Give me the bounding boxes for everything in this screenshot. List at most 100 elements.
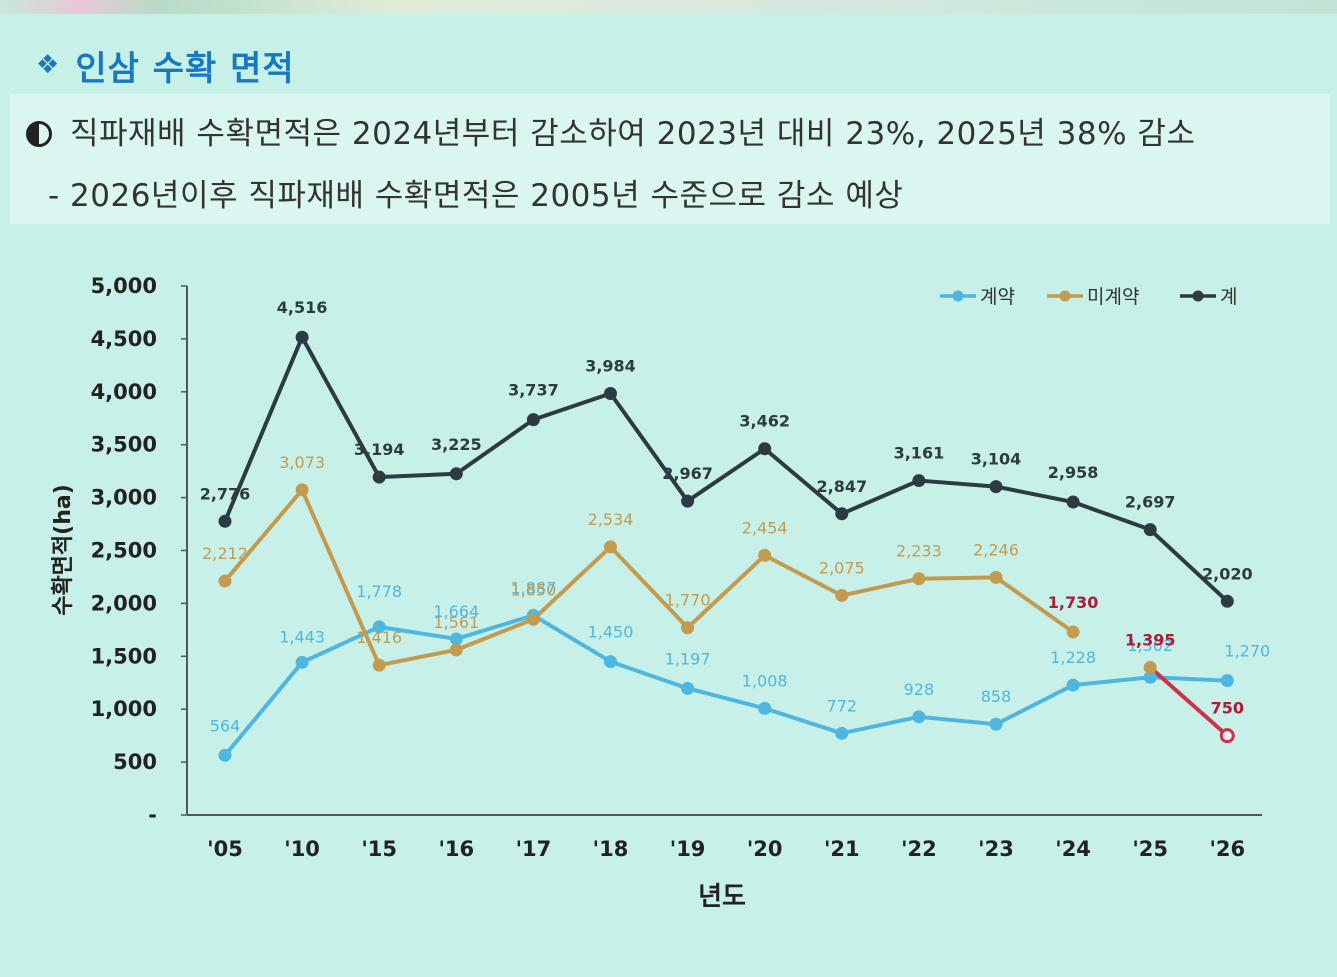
data-label-noncontract: 2,212 bbox=[202, 544, 248, 563]
data-point-contract bbox=[1066, 678, 1080, 692]
data-point-contract bbox=[1143, 670, 1157, 684]
data-point-contract bbox=[835, 726, 849, 740]
data-label-contract: 1,778 bbox=[356, 582, 402, 601]
data-label-total: 3,104 bbox=[971, 450, 1022, 469]
data-label-contract: 564 bbox=[210, 716, 241, 735]
title-row: ❖ 인삼 수확 면적 bbox=[36, 40, 295, 90]
data-point-noncontract bbox=[1066, 625, 1080, 639]
data-point-total bbox=[912, 474, 926, 488]
y-tick-label: 1,000 bbox=[91, 697, 157, 721]
data-point-noncontract bbox=[218, 574, 232, 588]
data-label-total: 2,967 bbox=[662, 464, 713, 483]
data-label-noncontract: 2,454 bbox=[742, 518, 788, 537]
y-tick-label: 3,000 bbox=[91, 486, 157, 510]
data-point-contract bbox=[218, 748, 232, 762]
y-tick-label: 4,000 bbox=[91, 380, 157, 404]
data-label-contract: 928 bbox=[904, 680, 935, 699]
data-point-contract bbox=[604, 655, 617, 669]
data-label-contract: 1,450 bbox=[588, 623, 634, 642]
data-label-noncontract: 2,534 bbox=[588, 510, 634, 529]
x-tick-label: '20 bbox=[747, 837, 783, 861]
data-point-noncontract bbox=[295, 483, 309, 497]
y-tick-label: 5,000 bbox=[91, 274, 157, 298]
diamond-cluster-icon: ❖ bbox=[36, 50, 60, 80]
data-point-noncontract bbox=[526, 612, 540, 626]
series-forecast-line-noncontract bbox=[1148, 665, 1229, 738]
data-point-total bbox=[835, 507, 849, 521]
y-tick-label: 2,000 bbox=[91, 591, 157, 615]
data-point-total bbox=[1066, 495, 1080, 509]
data-label-noncontract: 2,246 bbox=[973, 540, 1019, 559]
data-point-noncontract bbox=[912, 572, 926, 586]
legend-marker-total bbox=[1192, 290, 1204, 302]
x-tick-label: '26 bbox=[1209, 837, 1245, 861]
data-label-total: 3,161 bbox=[894, 444, 945, 463]
data-point-noncontract bbox=[1143, 660, 1157, 674]
chart-data-labels: 564 1,443 1,778 1,664 1,887 1,450 1,197 1,008 77… bbox=[200, 298, 1271, 735]
data-label-contract: 1,270 bbox=[1224, 642, 1270, 661]
data-label-total: 3,737 bbox=[508, 381, 559, 400]
x-tick-label: '24 bbox=[1055, 837, 1091, 861]
data-point-total bbox=[1143, 523, 1157, 537]
series-line-total bbox=[223, 335, 1229, 603]
data-point-contract bbox=[989, 717, 1003, 731]
data-point-total bbox=[681, 494, 695, 508]
y-tick-label: 1,500 bbox=[91, 644, 157, 668]
legend-label-noncontract: 미계약 bbox=[1087, 286, 1139, 308]
legend-marker-noncontract bbox=[1059, 290, 1071, 302]
note-line-1-text: 직파재배 수확면적은 2024년부터 감소하여 2023년 대비 23%, 20… bbox=[70, 116, 1196, 152]
data-label-total: 4,516 bbox=[277, 298, 328, 317]
page-title: 인삼 수확 면적 bbox=[75, 48, 295, 89]
data-label-contract: 1,887 bbox=[510, 578, 556, 597]
chart-axes: - 500 1,000 1,500 2,000 2,500 3,000 3,500 4,000 4… bbox=[51, 274, 1262, 912]
x-tick-label: '22 bbox=[901, 837, 937, 861]
data-label-contract: 1,197 bbox=[665, 649, 711, 668]
chart-lines bbox=[223, 335, 1229, 757]
x-tick-label: '25 bbox=[1132, 837, 1168, 861]
data-point-total bbox=[372, 470, 386, 484]
data-label-contract: 772 bbox=[827, 696, 858, 715]
data-point-noncontract bbox=[372, 658, 386, 672]
data-point-total bbox=[604, 386, 617, 400]
data-label-noncontract: 2,075 bbox=[819, 558, 865, 577]
data-label-noncontract: 1,850 bbox=[510, 580, 556, 599]
data-label-total: 3,984 bbox=[585, 356, 636, 375]
x-tick-label: '18 bbox=[593, 837, 629, 861]
notes-box bbox=[10, 94, 1330, 224]
data-point-total bbox=[449, 467, 463, 481]
data-point-total bbox=[218, 514, 232, 528]
data-label-noncontract: 750 bbox=[1211, 699, 1244, 718]
data-label-contract: 1,443 bbox=[279, 627, 325, 646]
data-label-noncontract: 2,233 bbox=[896, 542, 942, 561]
x-tick-label: '23 bbox=[978, 837, 1014, 861]
data-point-noncontract bbox=[1219, 728, 1235, 744]
data-point-total bbox=[295, 330, 309, 344]
y-axis-title: 수확면적(ha) bbox=[51, 484, 76, 616]
x-tick-label: '10 bbox=[284, 837, 320, 861]
data-label-total: 2,958 bbox=[1048, 463, 1099, 482]
legend-label-total: 계 bbox=[1220, 286, 1237, 308]
data-label-noncontract: 1,561 bbox=[433, 613, 479, 632]
data-point-noncontract bbox=[989, 570, 1003, 584]
chart-points bbox=[218, 330, 1235, 762]
data-label-contract: 858 bbox=[981, 687, 1012, 706]
data-point-total bbox=[758, 442, 772, 456]
y-tick-label: 3,500 bbox=[91, 433, 157, 457]
note-line-2: - 2026년이후 직파재배 수확면적은 2005년 수준으로 감소 예상 bbox=[48, 178, 904, 214]
data-label-contract: 1,228 bbox=[1050, 648, 1096, 667]
legend-label-contract: 계약 bbox=[980, 286, 1015, 308]
data-point-contract bbox=[758, 701, 772, 715]
data-label-total: 2,020 bbox=[1202, 564, 1253, 583]
data-point-noncontract bbox=[604, 540, 617, 554]
x-tick-label: '16 bbox=[438, 837, 474, 861]
data-label-total: 3,194 bbox=[354, 440, 405, 459]
x-tick-label: '05 bbox=[207, 837, 243, 861]
data-point-contract bbox=[449, 632, 463, 646]
data-label-total: 3,462 bbox=[739, 412, 790, 431]
data-label-contract: 1,664 bbox=[433, 602, 479, 621]
data-point-total bbox=[989, 480, 1003, 494]
data-label-noncontract: 1,416 bbox=[356, 628, 402, 647]
data-label-noncontract: 1,730 bbox=[1048, 593, 1099, 612]
x-tick-label: '17 bbox=[516, 837, 552, 861]
